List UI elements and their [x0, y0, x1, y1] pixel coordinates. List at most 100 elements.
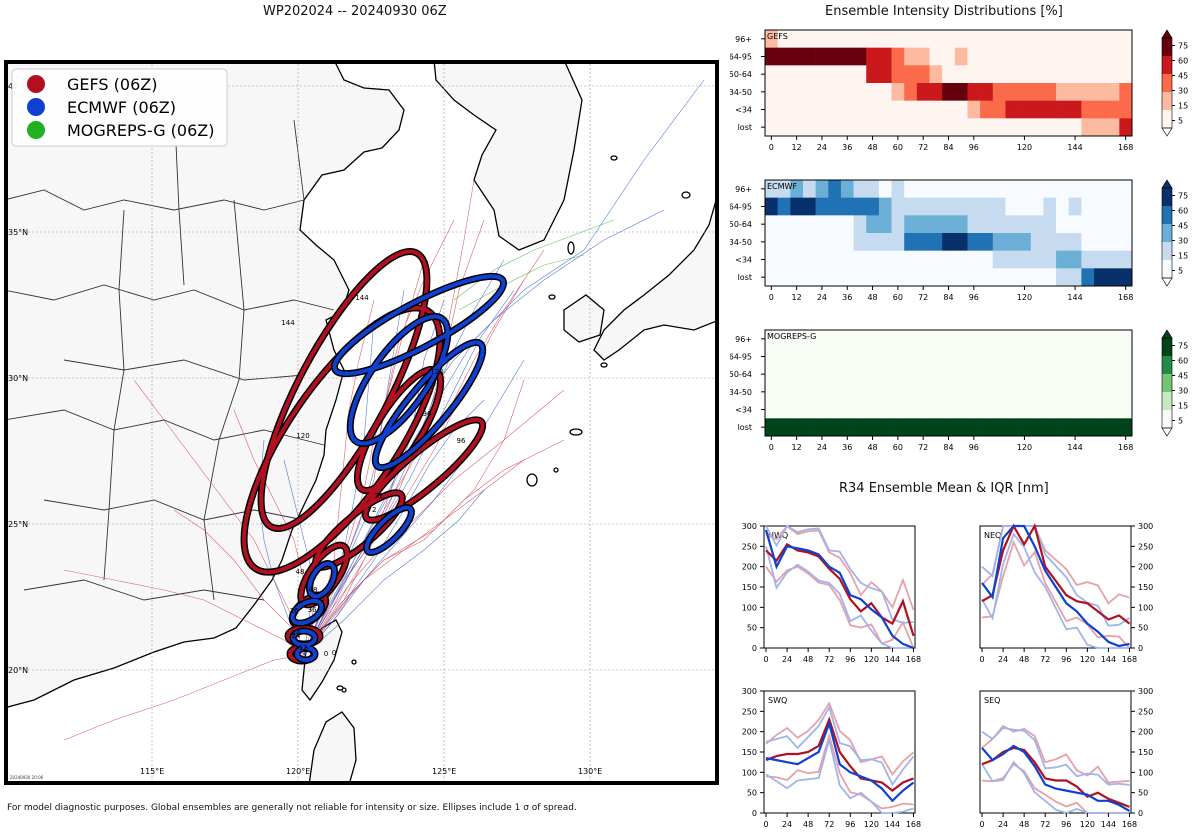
heatmap-row-label: <34 [735, 106, 752, 115]
colorbar-segment [1162, 242, 1172, 261]
heatmap-cell [866, 250, 880, 269]
heatmap-cell [790, 83, 804, 101]
r34-x-label: 48 [1019, 820, 1029, 829]
heatmap-cell [866, 47, 880, 66]
heatmap-cell [1094, 83, 1107, 101]
r34-x-label: 48 [1019, 655, 1029, 664]
lat-label: 25°N [8, 520, 28, 529]
heatmap-cell [802, 65, 816, 84]
r34-x-label: 0 [763, 655, 768, 664]
heatmap-cell [1094, 197, 1107, 216]
heatmap-cell [1043, 268, 1057, 287]
gefs-tau-label: 72 [375, 492, 384, 500]
heatmap-cell [765, 197, 778, 216]
heatmap-cell [904, 365, 918, 384]
r34-y-label: 300 [1138, 522, 1153, 531]
heatmap-cell [916, 418, 930, 437]
heatmap-row-label: 50-64 [730, 370, 752, 379]
heatmap-cell [878, 180, 892, 198]
heatmap-cell [1018, 30, 1032, 48]
heatmap-cell [1005, 215, 1019, 234]
heatmap-cell [1119, 347, 1133, 366]
heatmap-cell [904, 347, 918, 366]
colorbar-segment [1162, 74, 1172, 93]
heatmap-cell [815, 118, 829, 137]
heatmap-cell [1030, 47, 1044, 66]
heatmap-cell [916, 197, 930, 216]
colorbar-label: 15 [1178, 252, 1188, 261]
heatmap-cell [1030, 250, 1044, 269]
r34-x-label: 96 [1061, 655, 1071, 664]
heatmap-cell [790, 215, 804, 234]
r34-x-label: 144 [885, 655, 900, 664]
heatmap-cell [840, 365, 854, 384]
heatmap-cell [777, 197, 791, 216]
heatmap-cell [942, 65, 956, 84]
heatmap-cell [878, 347, 892, 366]
r34-x-label: 168 [1122, 820, 1137, 829]
heatmap-cell [967, 180, 981, 198]
r34-y-label: 0 [1138, 809, 1143, 818]
heatmap-cell [1043, 180, 1057, 198]
colorbar-frame [1161, 337, 1173, 429]
heatmap-cell [942, 180, 956, 198]
heatmap-cell [954, 330, 968, 348]
r34-x-label: 72 [824, 820, 834, 829]
heatmap-cell [840, 383, 854, 401]
heatmap-cell [1043, 418, 1057, 437]
heatmap-cell [904, 215, 918, 234]
heatmap-cell [1106, 118, 1120, 137]
heatmap-cell [777, 83, 791, 101]
r34-y-label: 50 [1138, 789, 1148, 798]
heatmap-cell [1056, 250, 1070, 269]
ecmwf-tau-label: 36 [290, 607, 299, 615]
heatmap-cell [790, 250, 804, 269]
heatmap-cell [1068, 197, 1082, 216]
r34-x-label: 168 [906, 820, 921, 829]
heatmap-cell [929, 30, 943, 48]
gefs-tau-label: 12 [299, 644, 308, 652]
heatmap-cell [1018, 47, 1032, 66]
heatmap-cell [967, 118, 981, 137]
heatmap-cell [967, 197, 981, 216]
heatmap-cell [840, 47, 854, 66]
colorbar-segment [1162, 188, 1172, 207]
heatmap-cell [853, 100, 867, 119]
heatmap-cell [1119, 30, 1133, 48]
heatmap-cell [992, 268, 1006, 287]
heatmap-cell [866, 30, 880, 48]
heatmap-cell [1018, 400, 1032, 419]
ecmwf-tau-label: 120 [430, 368, 443, 376]
r34-x-label: 48 [803, 820, 813, 829]
heatmap-cell [777, 383, 791, 401]
heatmap-cell [942, 47, 956, 66]
heatmap-cell [853, 347, 867, 366]
heatmap-cell [1081, 83, 1095, 101]
heatmap-cell [1043, 65, 1057, 84]
heatmap-cell [929, 83, 943, 101]
heatmap-cell [802, 268, 816, 287]
r34-mean-line [981, 744, 1131, 812]
heatmap-cell [954, 268, 968, 287]
heatmap-cell [1043, 233, 1057, 251]
heatmap-cell [790, 47, 804, 66]
heatmap-cell [980, 250, 994, 269]
heatmap-cell [1081, 215, 1095, 234]
r34-iqr-line [981, 539, 1131, 649]
heatmap-row-label: 96+ [735, 185, 752, 194]
heatmap-row-label: lost [738, 123, 752, 132]
heatmap-row-label: lost [738, 423, 752, 432]
heatmap-cell [891, 30, 905, 48]
heatmap-cell [815, 250, 829, 269]
colorbar-segment [1162, 110, 1172, 129]
r34-y-label: 50 [747, 624, 757, 633]
heatmap-cell [967, 100, 981, 119]
r34-x-label: 96 [845, 655, 855, 664]
heatmap-cell [980, 400, 994, 419]
heatmap-cell [828, 65, 842, 84]
heatmap-cell [980, 118, 994, 137]
heatmap-row-label: <34 [735, 406, 752, 415]
heatmap-cell [1018, 233, 1032, 251]
r34-x-label: 120 [1080, 820, 1095, 829]
heatmap-cell [942, 418, 956, 437]
